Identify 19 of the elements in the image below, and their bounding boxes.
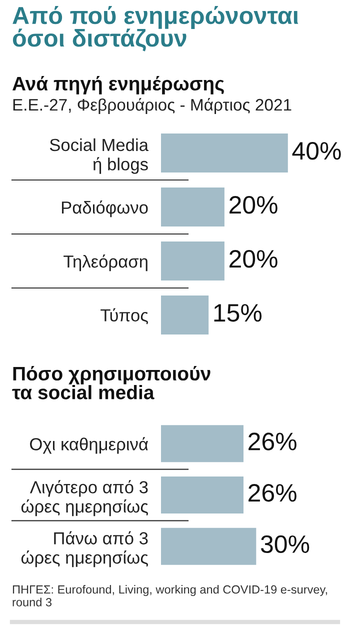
y-tick-label: Τηλεόραση: [64, 254, 148, 272]
chart-title: Πόσο χρησιμοποιούν τα social media: [12, 366, 210, 400]
data-label: 40%: [292, 142, 341, 160]
y-tick-label: Πάνω από 3 ώρες ημερησίως: [21, 531, 148, 568]
data-label: 20%: [230, 250, 278, 268]
y-tick-label: Λιγότερο από 3 ώρες ημερησίως: [21, 480, 148, 516]
text: Ε.Ε.-27, Φεβρουάριος - Μάρτιος 2021: [13, 98, 292, 114]
text: ΠΗΓΕΣ: Eurofound, Living, working and COVID-19 e-survey, round 3: [12, 585, 328, 606]
data-label: 20%: [230, 196, 278, 214]
data-label: 15%: [214, 304, 262, 322]
y-tick-label: Ραδιόφωνο: [62, 200, 148, 218]
y-tick-label: Οχι καθημερινά: [30, 437, 148, 454]
y-tick-label: Social Media ή blogs: [50, 138, 149, 174]
data-label: 26%: [248, 432, 296, 450]
y-tick-label: Τύπος: [100, 308, 148, 324]
chart-subtitle: Ανά πηγή ενημέρωσης: [12, 76, 224, 94]
data-label: 30%: [260, 535, 310, 554]
chart-title: Από πού ενημερώνονται όσοι διστάζουν: [12, 6, 298, 52]
data-label: 26%: [248, 484, 296, 502]
